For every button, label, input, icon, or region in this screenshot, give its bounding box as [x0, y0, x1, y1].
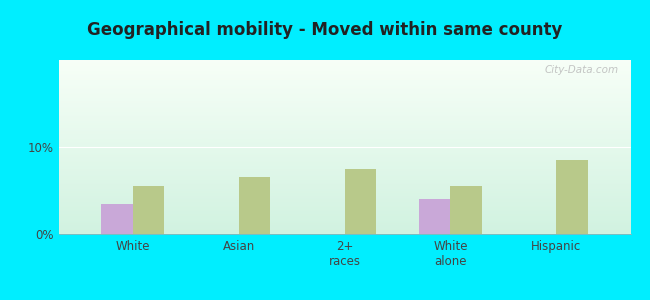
Text: City-Data.com: City-Data.com [545, 65, 619, 75]
Text: Geographical mobility - Moved within same county: Geographical mobility - Moved within sam… [87, 21, 563, 39]
Bar [450, 186, 482, 234]
Bar [344, 169, 376, 234]
Bar [101, 203, 133, 234]
Bar [556, 160, 588, 234]
Bar [239, 177, 270, 234]
Bar [133, 186, 164, 234]
Bar [419, 199, 450, 234]
